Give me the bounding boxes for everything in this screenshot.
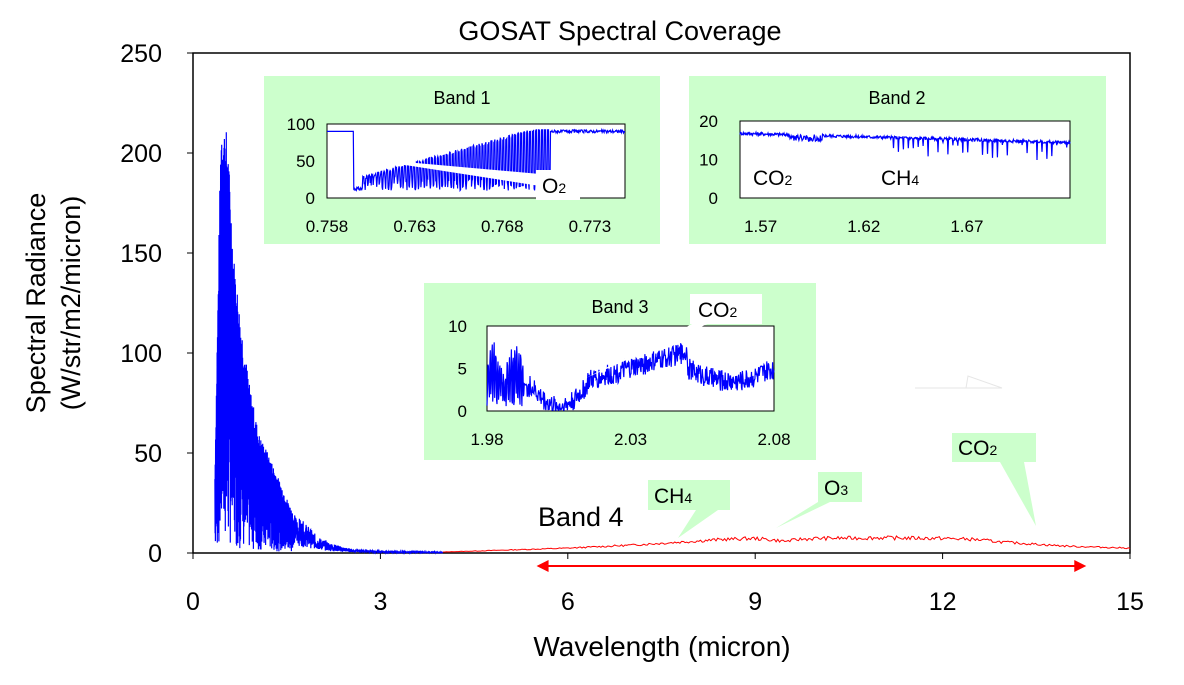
callout-co2-label: CO2 bbox=[958, 437, 998, 460]
inset-x-tick-label: 1.57 bbox=[744, 217, 777, 236]
inset-x-tick-label: 2.03 bbox=[614, 430, 647, 449]
inset-band3-callout-label: CO2 bbox=[698, 299, 738, 322]
callout-o3-pointer bbox=[776, 502, 830, 528]
callout-co2-pointer bbox=[1000, 462, 1036, 526]
band4-range-arrow bbox=[536, 560, 1087, 572]
inset-band2: Band 2 1.57 1.62 1.67 0 10 20 CO2 CH4 bbox=[689, 76, 1106, 244]
series-thermal-line bbox=[442, 535, 1131, 553]
inset-x-tick-label: 0.758 bbox=[306, 217, 349, 236]
inset-band3: Band 3 1.98 2.03 2.08 0 5 10 CO2 bbox=[424, 283, 816, 460]
x-tick-label: 15 bbox=[1116, 588, 1144, 616]
inset-x-tick-label: 1.62 bbox=[847, 217, 880, 236]
inset-band3-series bbox=[486, 342, 775, 411]
inset-x-tick-label: 0.773 bbox=[569, 217, 612, 236]
inset-band1-callout-pointer bbox=[360, 158, 540, 186]
callout-ch4-box bbox=[648, 480, 730, 510]
x-tick-label: 12 bbox=[929, 588, 957, 616]
inset-band3-title: Band 3 bbox=[591, 297, 648, 317]
inset-band1-series bbox=[327, 127, 626, 193]
inset-y-tick-label: 5 bbox=[458, 360, 467, 379]
inset-band3-callout-box bbox=[690, 294, 762, 324]
inset-y-tick-label: 0 bbox=[709, 189, 718, 208]
inset-band1-title: Band 1 bbox=[433, 88, 490, 108]
inset-band2-callout-ch4-pointer bbox=[935, 152, 965, 170]
inset-y-tick-label: 0 bbox=[306, 189, 315, 208]
inset-y-tick-label: 10 bbox=[699, 151, 718, 170]
inset-series-line bbox=[327, 127, 626, 193]
callout-ch4-pointer bbox=[678, 510, 718, 538]
y-tick-label: 100 bbox=[120, 340, 162, 368]
y-axis-label-line2: (W/str/m2/micron) bbox=[56, 196, 86, 410]
inset-band1-callout-label: O2 bbox=[542, 175, 566, 198]
callout-co2: CO2 bbox=[952, 433, 1036, 526]
x-tick-label: 3 bbox=[373, 588, 387, 616]
inset-x-tick-label: 0.768 bbox=[481, 217, 524, 236]
y-tick-label: 0 bbox=[148, 540, 162, 568]
y-tick-label: 50 bbox=[134, 440, 162, 468]
inset-band2-callout-co2-pointer bbox=[770, 150, 818, 162]
inset-series-line bbox=[486, 342, 775, 411]
series-solar-line bbox=[214, 132, 444, 555]
inset-band2-callout-co2-box bbox=[748, 162, 808, 192]
callout-o3-label: O3 bbox=[824, 477, 848, 500]
x-tick-label: 0 bbox=[186, 588, 200, 616]
inset-band2-callout-ch4-label: CH4 bbox=[881, 167, 919, 190]
band4-arrow-head-left bbox=[536, 560, 549, 572]
inset-band2-ticks: 1.57 1.62 1.67 0 10 20 bbox=[699, 112, 983, 236]
plot-frame bbox=[192, 52, 1131, 554]
band4-arrow-head-right bbox=[1074, 560, 1087, 572]
inset-band2-callout-co2-label: CO2 bbox=[753, 167, 793, 190]
callout-o3-box bbox=[818, 472, 862, 502]
band4-label: Band 4 bbox=[538, 502, 624, 532]
inset-band3-callout-pointer bbox=[586, 322, 712, 378]
inset-band2-series bbox=[739, 130, 1071, 161]
callout-ch4-label: CH4 bbox=[654, 485, 692, 508]
inset-x-tick-label: 0.763 bbox=[393, 217, 436, 236]
y-axis-label-line1: Spectral Radiance bbox=[21, 193, 51, 414]
inset-band1-callout-box bbox=[536, 170, 580, 200]
main-series bbox=[214, 132, 1131, 555]
inset-x-tick-label: 1.67 bbox=[950, 217, 983, 236]
inset-band2-title: Band 2 bbox=[868, 88, 925, 108]
y-tick-label: 200 bbox=[120, 140, 162, 168]
y-tick-label: 250 bbox=[120, 40, 162, 68]
callout-ch4: CH4 bbox=[648, 480, 730, 538]
y-tick-label: 150 bbox=[120, 240, 162, 268]
inset-series-line bbox=[739, 130, 1071, 161]
inset-band1-ticks: 0.758 0.763 0.768 0.773 0 50 100 bbox=[287, 115, 612, 236]
callout-o3: O3 bbox=[776, 472, 862, 528]
x-axis-label: Wavelength (micron) bbox=[533, 631, 790, 662]
inset-band1: Band 1 0.758 0.763 0.768 0.773 0 50 100 O2 bbox=[264, 76, 660, 244]
inset-y-tick-label: 50 bbox=[296, 152, 315, 171]
inset-x-tick-label: 2.08 bbox=[757, 430, 790, 449]
inset-y-tick-label: 100 bbox=[287, 115, 315, 134]
chart-title: GOSAT Spectral Coverage bbox=[458, 16, 781, 46]
inset-y-tick-label: 0 bbox=[458, 402, 467, 421]
decorative-pointer-remnant bbox=[915, 375, 1003, 389]
inset-x-tick-label: 1.98 bbox=[470, 430, 503, 449]
x-tick-label: 6 bbox=[561, 588, 575, 616]
inset-y-tick-label: 20 bbox=[699, 112, 718, 131]
callout-co2-box bbox=[952, 433, 1036, 462]
inset-band3-frame bbox=[486, 325, 775, 412]
inset-band2-callout-ch4-box bbox=[876, 162, 938, 192]
inset-band3-ticks: 1.98 2.03 2.08 0 5 10 bbox=[448, 317, 790, 449]
x-tick-label: 9 bbox=[748, 588, 762, 616]
inset-y-tick-label: 10 bbox=[448, 317, 467, 336]
